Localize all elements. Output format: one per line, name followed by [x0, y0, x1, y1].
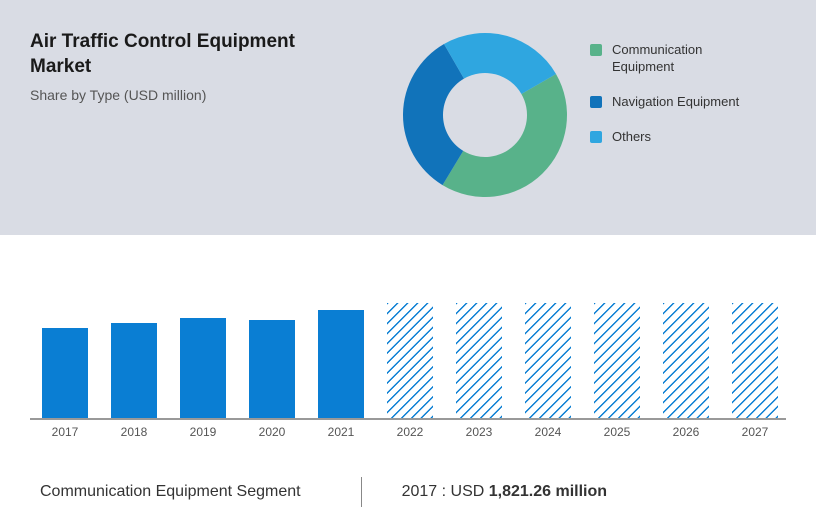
legend-label: Others	[612, 129, 651, 146]
chart-title: Air Traffic Control Equipment Market	[30, 30, 350, 79]
legend-item: Navigation Equipment	[590, 94, 762, 111]
bar	[387, 303, 433, 418]
bar-forecast	[732, 303, 778, 418]
bar	[525, 303, 571, 418]
bar-actual	[42, 328, 88, 418]
value-number: 1,821.26	[489, 483, 551, 500]
legend-label: Navigation Equipment	[612, 94, 739, 111]
x-tick-label: 2027	[725, 425, 785, 439]
bar-forecast	[594, 303, 640, 418]
title-block: Air Traffic Control Equipment Market Sha…	[30, 30, 350, 103]
legend-swatch	[590, 44, 602, 56]
legend-item: Others	[590, 129, 762, 146]
divider	[361, 477, 362, 507]
bar-chart	[30, 255, 786, 420]
x-tick-label: 2017	[35, 425, 95, 439]
bar-forecast	[456, 303, 502, 418]
x-tick-label: 2022	[380, 425, 440, 439]
donut-slice	[403, 44, 464, 185]
bar	[663, 303, 709, 418]
legend-label: Communication Equipment	[612, 42, 762, 76]
x-tick-label: 2023	[449, 425, 509, 439]
donut-slice	[443, 74, 567, 197]
legend-swatch	[590, 131, 602, 143]
legend-swatch	[590, 96, 602, 108]
footer-panel: Communication Equipment Segment 2017 : U…	[0, 455, 816, 528]
x-tick-label: 2026	[656, 425, 716, 439]
x-tick-label: 2024	[518, 425, 578, 439]
bar-actual	[249, 320, 295, 418]
value-suffix: million	[551, 483, 607, 500]
donut-legend: Communication Equipment Navigation Equipm…	[590, 42, 762, 164]
value-colon: :	[442, 483, 451, 500]
top-panel: Air Traffic Control Equipment Market Sha…	[0, 0, 816, 235]
bar-forecast	[663, 303, 709, 418]
bar	[249, 320, 295, 418]
x-tick-label: 2018	[104, 425, 164, 439]
segment-label: Communication Equipment Segment	[40, 483, 301, 501]
x-tick-label: 2019	[173, 425, 233, 439]
bar	[318, 310, 364, 418]
x-tick-label: 2025	[587, 425, 647, 439]
x-tick-label: 2021	[311, 425, 371, 439]
value-prefix: USD	[451, 483, 489, 500]
bar-actual	[318, 310, 364, 418]
bar-actual	[111, 323, 157, 418]
bar-forecast	[525, 303, 571, 418]
bar	[456, 303, 502, 418]
x-axis-labels: 2017 2018 2019 2020 2021 2022 2023 2024 2025 2026…	[30, 425, 786, 445]
bar-panel: 2017 2018 2019 2020 2021 2022 2023 2024 2025 2026…	[0, 235, 816, 455]
donut-chart	[395, 25, 575, 205]
bar-actual	[180, 318, 226, 418]
value-year: 2017	[402, 483, 438, 500]
bar	[594, 303, 640, 418]
segment-value: 2017 : USD 1,821.26 million	[402, 483, 607, 501]
bar	[180, 318, 226, 418]
bar	[111, 323, 157, 418]
bar	[732, 303, 778, 418]
bar	[42, 328, 88, 418]
chart-subtitle: Share by Type (USD million)	[30, 87, 350, 103]
legend-item: Communication Equipment	[590, 42, 762, 76]
x-axis-line	[30, 418, 786, 420]
bar-forecast	[387, 303, 433, 418]
x-tick-label: 2020	[242, 425, 302, 439]
